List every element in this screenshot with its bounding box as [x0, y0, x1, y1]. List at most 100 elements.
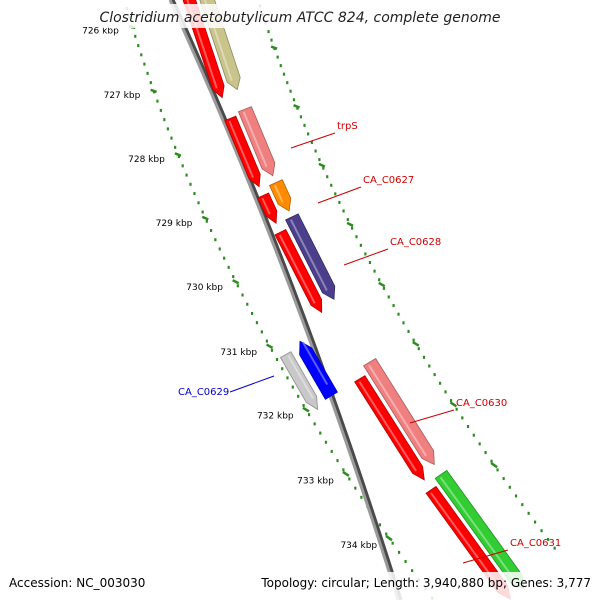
gene-label: CA_C0631: [510, 538, 561, 549]
minor-tick-inner: [281, 367, 284, 371]
minor-tick-inner: [324, 440, 328, 444]
gene-leader-line: [229, 375, 275, 393]
minor-tick-inner: [159, 108, 162, 112]
major-tick-inner: [232, 279, 240, 285]
minor-tick-inner: [201, 210, 204, 214]
footer-backdrop: [0, 572, 600, 600]
minor-tick-inner: [214, 238, 217, 242]
gene-arrow-partner-highlight: [287, 355, 314, 399]
minor-tick-outer: [422, 355, 426, 359]
minor-tick-inner: [156, 99, 159, 103]
gene-leader-line: [409, 409, 455, 424]
minor-tick-inner: [354, 486, 357, 490]
gene-leader-line: [462, 549, 509, 564]
minor-tick-outer: [444, 390, 447, 394]
minor-tick-inner: [146, 71, 149, 75]
map-title: Clostridium acetobutylicum ATCC 824, com…: [99, 10, 500, 26]
minor-tick-outer: [359, 243, 362, 247]
gene-leader-line: [317, 186, 362, 204]
minor-tick-inner: [391, 541, 394, 545]
major-tick-inner: [265, 343, 274, 349]
major-tick-outer: [270, 45, 278, 50]
minor-tick-inner: [163, 118, 166, 122]
minor-tick-outer: [342, 209, 345, 213]
major-tick-outer: [412, 341, 420, 347]
minor-tick-inner: [134, 34, 137, 38]
minor-tick-outer: [355, 235, 358, 239]
minor-tick-outer: [455, 407, 458, 411]
genome-summary-text: Topology: circular; Length: 3,940,880 bp…: [260, 576, 591, 590]
major-tick-inner: [302, 406, 310, 413]
minor-tick-outer: [382, 286, 386, 290]
gene-arrow-highlight: [242, 111, 268, 168]
minor-tick-outer: [490, 459, 493, 463]
gene-arrow-highlight: [203, 0, 233, 81]
minor-tick-outer: [326, 175, 329, 179]
minor-tick-outer: [307, 132, 310, 136]
minor-tick-outer: [438, 381, 442, 385]
minor-tick-outer: [267, 30, 270, 34]
title-backdrop: [100, 4, 500, 28]
cds-track-arrow-highlight: [358, 381, 417, 472]
minor-tick-inner: [149, 81, 152, 85]
minor-tick-inner: [342, 468, 345, 472]
minor-tick-inner: [330, 449, 333, 453]
minor-tick-outer: [461, 416, 464, 420]
gene-leader-line: [343, 248, 389, 266]
minor-tick-inner: [378, 523, 382, 527]
major-tick-inner: [342, 470, 350, 477]
minor-tick-outer: [314, 149, 317, 153]
minor-tick-inner: [275, 357, 279, 361]
minor-tick-inner: [255, 321, 259, 325]
tick-label: 726 kbp: [82, 27, 119, 37]
minor-tick-outer: [310, 140, 313, 144]
minor-tick-inner: [302, 403, 305, 407]
minor-tick-inner: [181, 164, 184, 168]
minor-tick-outer: [428, 364, 431, 368]
major-tick-outer: [449, 401, 458, 408]
minor-tick-outer: [392, 304, 395, 308]
minor-tick-inner: [140, 53, 143, 57]
minor-tick-inner: [336, 459, 339, 463]
minor-tick-outer: [397, 312, 400, 316]
minor-tick-outer: [296, 106, 299, 110]
minor-tick-outer: [338, 200, 341, 204]
minor-tick-inner: [313, 422, 316, 426]
minor-tick-inner: [193, 192, 196, 196]
gene-arrow-highlight: [439, 476, 516, 581]
gene-arrow-partner: [279, 351, 319, 411]
cds-track-arrow-highlight: [278, 234, 316, 304]
backbone-layer: [168, 0, 403, 600]
minor-tick-outer: [472, 433, 475, 437]
major-tick-inner: [174, 152, 182, 157]
minor-tick-outer: [478, 442, 481, 446]
tick-label: 730 kbp: [186, 283, 223, 293]
gene-leader-line: [290, 132, 336, 149]
minor-tick-outer: [368, 261, 372, 265]
gene-label: CA_C0629: [178, 387, 229, 398]
tick-label: 729 kbp: [156, 219, 193, 229]
minor-tick-inner: [385, 532, 388, 536]
backbone-track-shadow: [169, 0, 403, 600]
minor-tick-inner: [291, 385, 294, 389]
minor-tick-outer: [407, 329, 410, 333]
minor-tick-outer: [276, 55, 279, 59]
minor-tick-outer: [417, 347, 420, 351]
major-tick-outer: [293, 104, 301, 109]
minor-tick-outer: [496, 468, 499, 472]
minor-tick-inner: [177, 155, 180, 159]
minor-tick-outer: [514, 494, 518, 498]
minor-tick-outer: [279, 64, 282, 68]
tick-label: 734 kbp: [340, 541, 377, 551]
minor-tick-inner: [360, 495, 363, 499]
minor-tick-outer: [540, 529, 543, 533]
minor-tick-outer: [303, 123, 306, 127]
minor-tick-inner: [189, 182, 192, 186]
minor-tick-outer: [330, 183, 333, 187]
minor-tick-inner: [246, 302, 249, 306]
minor-tick-inner: [197, 201, 200, 205]
minor-tick-inner: [348, 477, 351, 481]
minor-tick-outer: [387, 295, 390, 299]
gene-label: CA_C0627: [363, 175, 414, 186]
